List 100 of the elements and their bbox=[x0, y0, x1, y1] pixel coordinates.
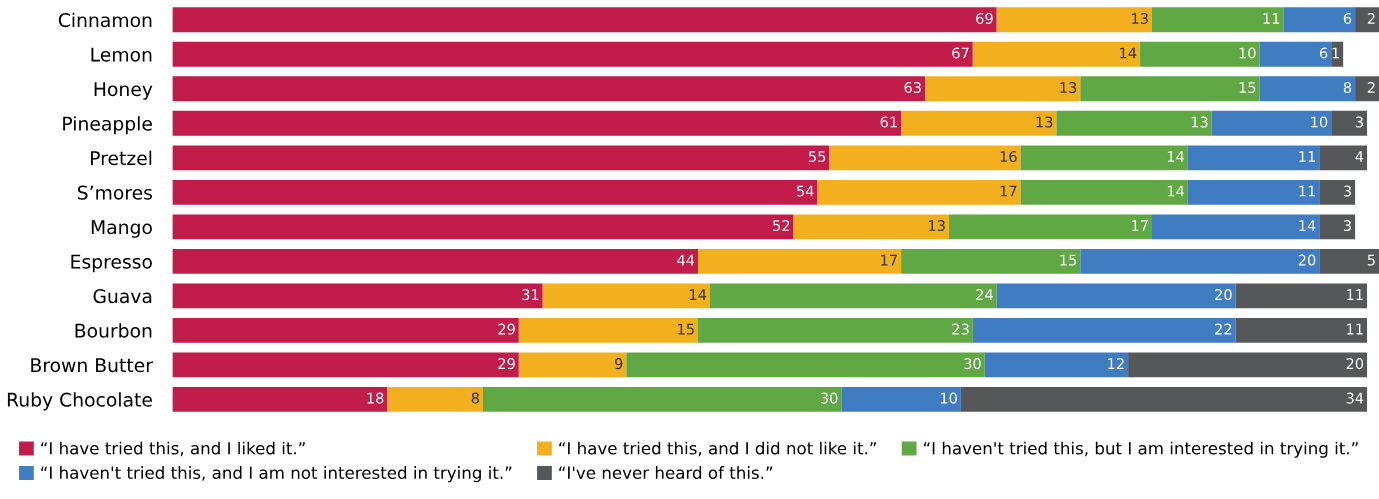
bar bbox=[626, 352, 985, 378]
data-label: 10 bbox=[940, 392, 957, 404]
bar bbox=[925, 76, 1081, 102]
data-label: 54 bbox=[797, 185, 814, 197]
bar bbox=[901, 248, 1081, 274]
data-label: 11 bbox=[1347, 323, 1363, 335]
bar bbox=[698, 317, 973, 343]
data-label: 23 bbox=[952, 323, 969, 335]
data-label: 17 bbox=[1000, 185, 1017, 197]
data-label: 52 bbox=[773, 220, 790, 232]
bar bbox=[972, 41, 1141, 67]
bar bbox=[172, 41, 973, 67]
y-tick-label: Ruby Chocolate bbox=[7, 392, 152, 411]
bar bbox=[972, 317, 1236, 343]
bar bbox=[709, 283, 997, 309]
bar bbox=[793, 214, 949, 240]
y-tick-label: Espresso bbox=[71, 254, 152, 273]
data-label: 11 bbox=[1263, 13, 1280, 24]
data-label: 17 bbox=[881, 254, 897, 266]
y-tick-label: Pretzel bbox=[91, 150, 152, 166]
data-label: 14 bbox=[1299, 220, 1316, 231]
data-label: 18 bbox=[367, 392, 384, 404]
bar bbox=[1355, 76, 1379, 102]
bar bbox=[172, 7, 997, 33]
data-label: 15 bbox=[1060, 254, 1077, 266]
bar bbox=[841, 386, 961, 412]
bar bbox=[1331, 110, 1368, 136]
legend-label: “I haven't tried this, but I am interested in trying it.” bbox=[923, 441, 1358, 458]
data-label: 16 bbox=[1000, 151, 1017, 163]
bar bbox=[817, 179, 1021, 205]
bar bbox=[518, 352, 627, 378]
data-label: 6 bbox=[1319, 47, 1328, 59]
legend-label: “I have tried this, and I liked it.” bbox=[41, 441, 305, 457]
data-label: 4 bbox=[1355, 151, 1364, 162]
legend-label: “I have tried this, and I did not like it.” bbox=[559, 441, 876, 457]
y-tick-label: Mango bbox=[91, 220, 152, 238]
data-label: 69 bbox=[976, 12, 993, 24]
y-tick-label: S’mores bbox=[77, 185, 153, 200]
y-tick-label: Pineapple bbox=[63, 116, 152, 135]
bar bbox=[1319, 145, 1368, 171]
data-label: 67 bbox=[952, 47, 969, 59]
data-label: 30 bbox=[964, 358, 981, 370]
bar bbox=[948, 214, 1153, 240]
data-label: 20 bbox=[1298, 254, 1316, 266]
data-label: 1 bbox=[1332, 47, 1339, 59]
bar bbox=[1319, 214, 1356, 240]
data-label: 6 bbox=[1343, 12, 1352, 24]
y-tick-label: Bourbon bbox=[75, 323, 152, 338]
bar bbox=[1355, 7, 1379, 33]
bar bbox=[172, 214, 794, 240]
data-label: 61 bbox=[880, 116, 897, 128]
bar bbox=[1331, 41, 1344, 67]
y-tick-label: Brown Butter bbox=[31, 358, 153, 373]
bar bbox=[172, 283, 543, 309]
bar bbox=[901, 110, 1057, 136]
bar bbox=[1319, 179, 1356, 205]
y-tick-label: Cinnamon bbox=[58, 12, 152, 28]
data-label: 30 bbox=[820, 392, 838, 404]
bar bbox=[387, 386, 483, 412]
data-label: 2 bbox=[1367, 12, 1375, 24]
data-label: 13 bbox=[1191, 116, 1208, 128]
bar bbox=[1259, 41, 1332, 67]
bar bbox=[1080, 248, 1320, 274]
bar bbox=[172, 179, 818, 205]
bar bbox=[829, 145, 1021, 171]
data-label: 20 bbox=[1346, 358, 1364, 370]
bar bbox=[1211, 110, 1332, 136]
data-label: 22 bbox=[1215, 323, 1232, 335]
data-label: 24 bbox=[976, 289, 993, 300]
data-label: 13 bbox=[928, 220, 945, 232]
bar bbox=[482, 386, 842, 412]
bar bbox=[1152, 214, 1320, 240]
bar bbox=[542, 283, 710, 309]
data-label: 13 bbox=[1036, 116, 1053, 128]
y-tick-label: Guava bbox=[93, 289, 152, 304]
bar bbox=[960, 386, 1368, 412]
bar bbox=[172, 248, 699, 274]
data-label: 9 bbox=[615, 358, 623, 370]
data-label: 17 bbox=[1132, 220, 1148, 231]
data-label: 14 bbox=[1167, 185, 1185, 197]
bar bbox=[1140, 41, 1260, 67]
data-label: 11 bbox=[1299, 151, 1315, 162]
data-label: 13 bbox=[1060, 81, 1077, 94]
data-label: 12 bbox=[1108, 358, 1124, 369]
bar bbox=[1187, 179, 1320, 205]
bar bbox=[1235, 317, 1368, 343]
data-label: 44 bbox=[677, 254, 695, 266]
data-label: 3 bbox=[1343, 220, 1351, 232]
bar bbox=[1187, 145, 1320, 171]
data-label: 5 bbox=[1367, 254, 1375, 266]
data-label: 15 bbox=[1239, 82, 1256, 94]
data-label: 31 bbox=[522, 289, 539, 301]
data-label: 11 bbox=[1347, 289, 1363, 300]
bar bbox=[1235, 283, 1368, 309]
bar bbox=[996, 283, 1236, 309]
data-label: 8 bbox=[1343, 81, 1352, 94]
data-label: 14 bbox=[690, 289, 707, 300]
data-label: 2 bbox=[1367, 81, 1375, 93]
y-tick-label: Lemon bbox=[91, 47, 152, 62]
bar bbox=[1020, 145, 1188, 171]
